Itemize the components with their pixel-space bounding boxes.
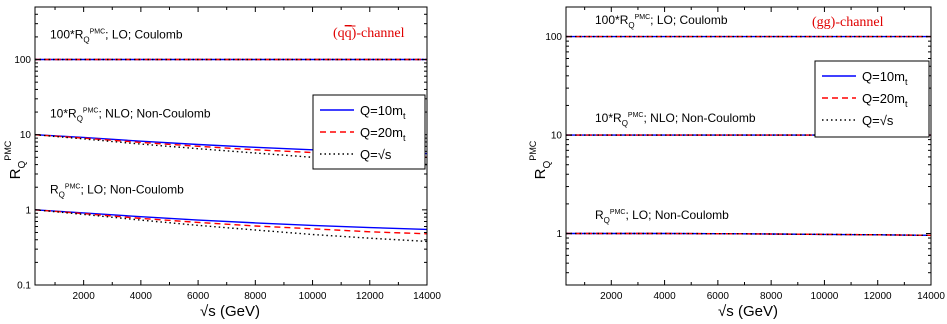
annotation-label: 10*RQPMC; NLO; Non-Coulomb bbox=[50, 106, 211, 123]
legend-entry: Q=√s bbox=[862, 113, 894, 128]
channel-label: (qq)-channel bbox=[333, 26, 405, 41]
channel-label: (gg)-channel bbox=[812, 15, 884, 30]
x-tick-label: 10000 bbox=[811, 291, 839, 302]
y-tick-label: 10 bbox=[551, 131, 563, 142]
x-tick-label: 2000 bbox=[73, 291, 96, 302]
x-tick-label: 12000 bbox=[356, 291, 384, 302]
x-tick-label: 4000 bbox=[653, 291, 676, 302]
annotation-label: RQPMC; LO; Non-Coulomb bbox=[50, 182, 184, 199]
y-axis-title: RQPMC bbox=[3, 140, 28, 179]
legend-entry: Q=20mt bbox=[862, 91, 908, 109]
x-axis-title: √s (GeV) bbox=[200, 303, 260, 320]
x-tick-label: 6000 bbox=[187, 291, 210, 302]
legend-entry: Q=20mt bbox=[360, 125, 406, 143]
y-tick-label: 10 bbox=[20, 130, 32, 141]
x-tick-label: 4000 bbox=[130, 291, 153, 302]
y-axis-title: RQPMC bbox=[528, 140, 553, 179]
chart-panel-2: 2000 4000 6000 8000 10000 12000 14000 1 10 100 (gg… bbox=[528, 6, 945, 320]
legend-entry: Q=10mt bbox=[360, 103, 406, 121]
plot-frame bbox=[565, 6, 932, 286]
y-tick-label: 100 bbox=[545, 32, 562, 43]
annotation-label: RQPMC; LO; Non-Coulomb bbox=[595, 208, 729, 225]
legend-entry: Q=10mt bbox=[862, 69, 908, 87]
y-tick-label: 100 bbox=[14, 55, 31, 66]
legend: Q=10mt Q=20mt Q=√s bbox=[814, 60, 930, 138]
annotation-label: 10*RQPMC; NLO; Non-Coulomb bbox=[595, 111, 756, 128]
x-axis-title: √s (GeV) bbox=[718, 303, 778, 320]
x-tick-label: 14000 bbox=[917, 291, 945, 302]
series-line-3-3 bbox=[34, 209, 428, 243]
y-tick-label: 1 bbox=[25, 205, 31, 216]
x-tick-label: 8000 bbox=[244, 291, 267, 302]
y-tick-label: 1 bbox=[556, 229, 562, 240]
x-tick-label: 8000 bbox=[760, 291, 783, 302]
series-line-3-3 bbox=[566, 232, 932, 236]
chart-panel-1: 2000 4000 6000 8000 10000 12000 14000 0.1 1 10 100… bbox=[3, 6, 441, 320]
x-tick-label: 2000 bbox=[600, 291, 623, 302]
x-tick-label: 10000 bbox=[299, 291, 327, 302]
x-tick-label: 12000 bbox=[864, 291, 892, 302]
annotation-label: 100*RQPMC; LO; Coulomb bbox=[595, 13, 728, 30]
x-tick-label: 6000 bbox=[707, 291, 730, 302]
annotation-label: 100*RQPMC; LO; Coulomb bbox=[50, 28, 183, 45]
series-line-3-2 bbox=[34, 209, 428, 235]
legend: Q=10mt Q=20mt Q=√s bbox=[312, 94, 426, 170]
x-tick-label: 14000 bbox=[413, 291, 441, 302]
y-tick-label: 0.1 bbox=[17, 281, 31, 292]
legend-box bbox=[814, 60, 930, 138]
series-line-3-1 bbox=[34, 209, 428, 231]
legend-entry: Q=√s bbox=[360, 147, 392, 162]
